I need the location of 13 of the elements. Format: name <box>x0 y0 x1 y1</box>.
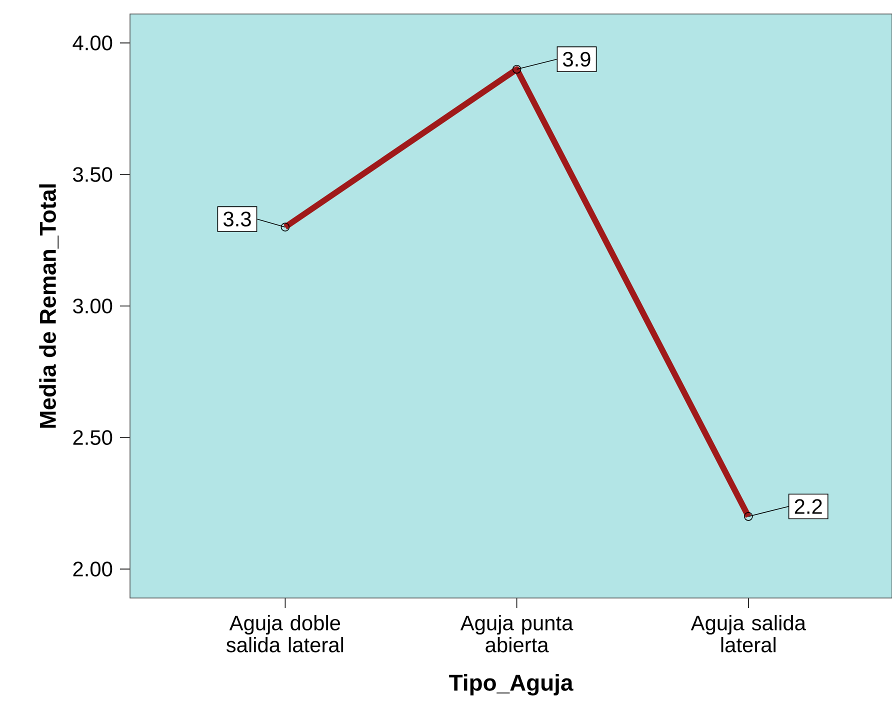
y-tick-label: 3.00 <box>73 298 112 314</box>
data-label: 3.3 <box>223 212 251 226</box>
x-axis-title: Tipo_Aguja <box>449 674 574 696</box>
y-tick-label: 2.50 <box>73 430 112 445</box>
x-tick-label: Aguja salida lateral <box>690 615 806 652</box>
y-tick-label: 2.00 <box>73 562 112 576</box>
y-tick-label: 3.50 <box>73 167 112 182</box>
x-tick-label: Aguja doble salida lateral <box>226 615 344 652</box>
data-label: 2.2 <box>794 499 822 514</box>
data-label: 3.9 <box>562 52 590 67</box>
y-axis-title: Media de Reman_Total <box>39 184 59 428</box>
y-tick-label: 4.00 <box>72 36 112 50</box>
x-tick-label: Aguja punta abierta <box>460 615 574 652</box>
